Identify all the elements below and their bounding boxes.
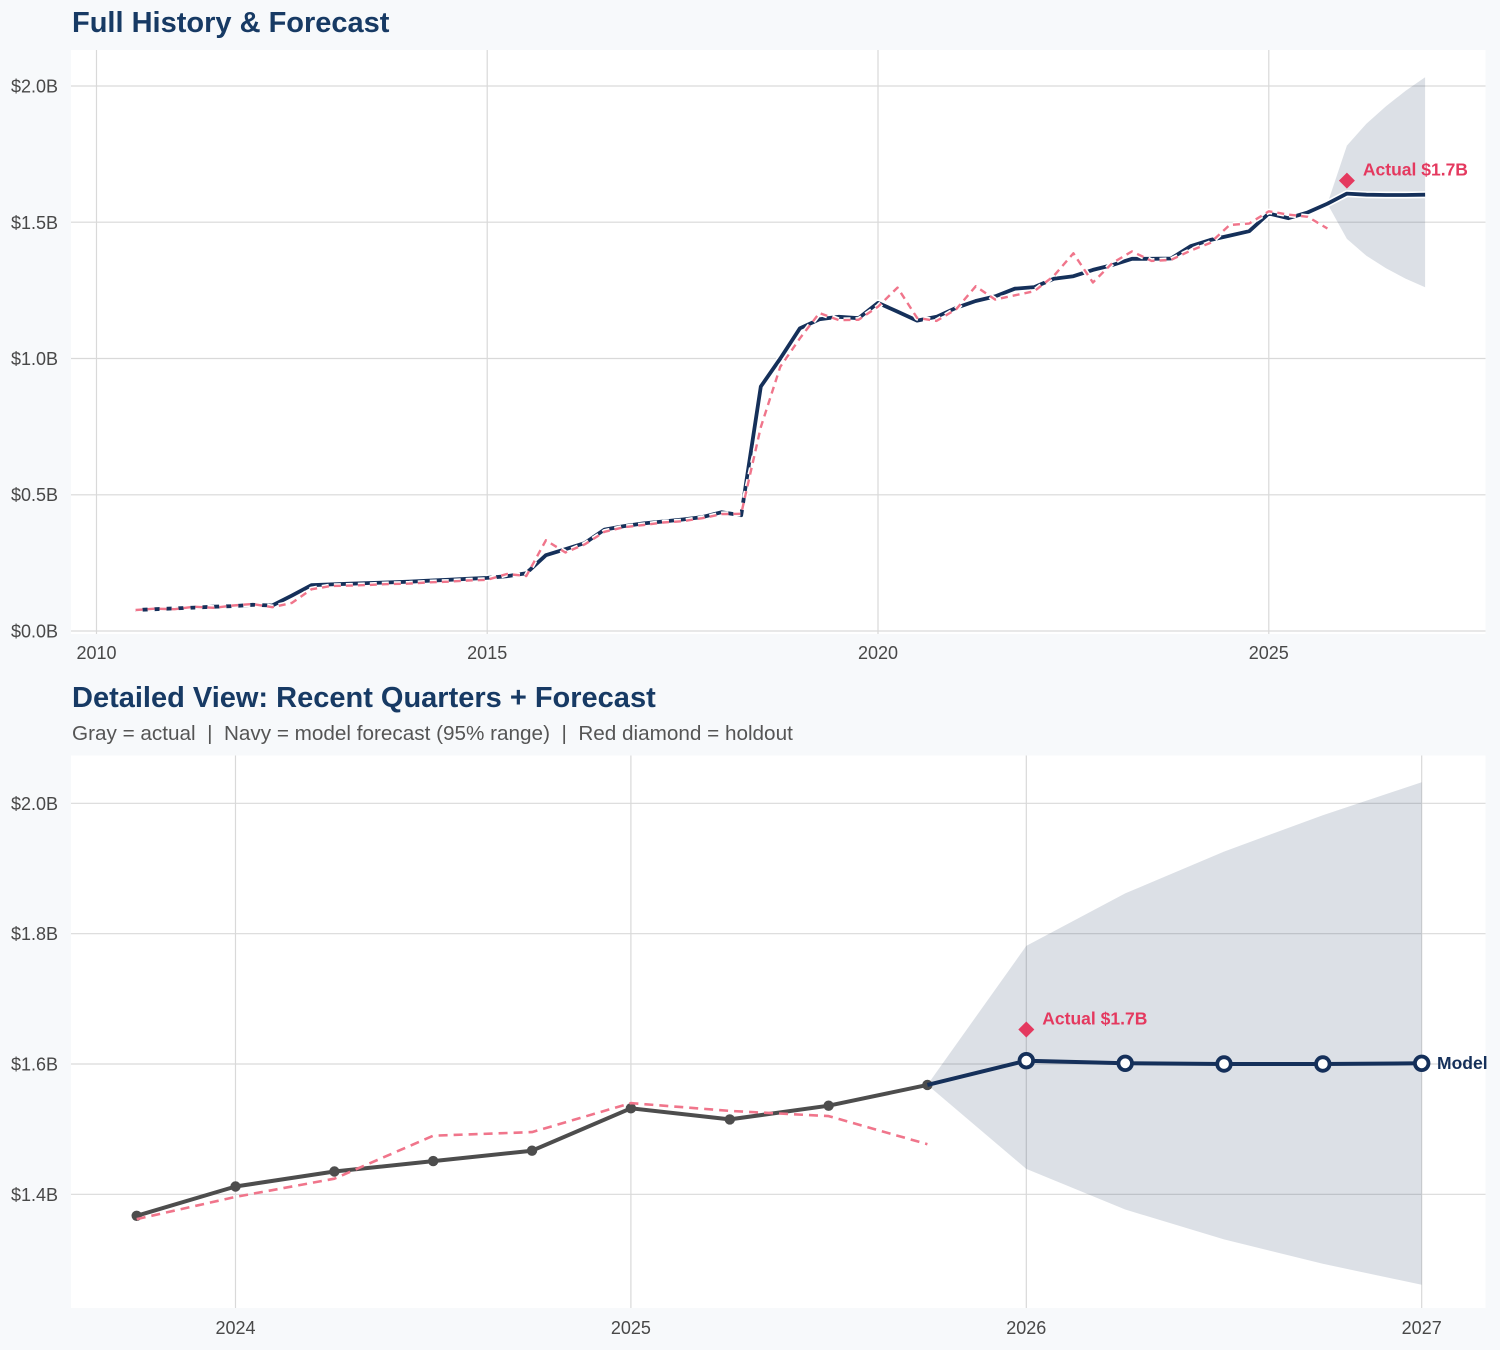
svg-text:2015: 2015: [467, 643, 507, 663]
svg-text:Full History & Forecast: Full History & Forecast: [72, 7, 390, 39]
svg-text:2026: 2026: [1006, 1318, 1046, 1338]
svg-text:2025: 2025: [1249, 643, 1289, 663]
svg-text:Actual $1.7B: Actual $1.7B: [1363, 160, 1468, 180]
svg-text:$2.0B: $2.0B: [11, 77, 58, 97]
svg-text:Gray = actual | Navy = model: Gray = actual | Navy = model forecast (9…: [72, 722, 793, 745]
svg-text:$0.0B: $0.0B: [11, 622, 58, 642]
svg-text:2025: 2025: [611, 1318, 651, 1338]
svg-text:Actual $1.7B: Actual $1.7B: [1042, 1009, 1147, 1029]
svg-text:Model: Model: [1437, 1053, 1488, 1073]
svg-text:$1.0B: $1.0B: [11, 349, 58, 369]
svg-text:Detailed View: Recent Quarters: Detailed View: Recent Quarters + Forecas…: [72, 682, 656, 714]
svg-text:$2.0B: $2.0B: [11, 794, 58, 814]
svg-text:$1.6B: $1.6B: [11, 1055, 58, 1075]
svg-text:2024: 2024: [215, 1318, 255, 1338]
svg-text:2020: 2020: [858, 643, 898, 663]
svg-text:$1.5B: $1.5B: [11, 213, 58, 233]
svg-text:$1.4B: $1.4B: [11, 1185, 58, 1205]
svg-text:$0.5B: $0.5B: [11, 485, 58, 505]
svg-text:$1.8B: $1.8B: [11, 924, 58, 944]
svg-text:2027: 2027: [1402, 1318, 1442, 1338]
svg-text:2010: 2010: [76, 643, 116, 663]
